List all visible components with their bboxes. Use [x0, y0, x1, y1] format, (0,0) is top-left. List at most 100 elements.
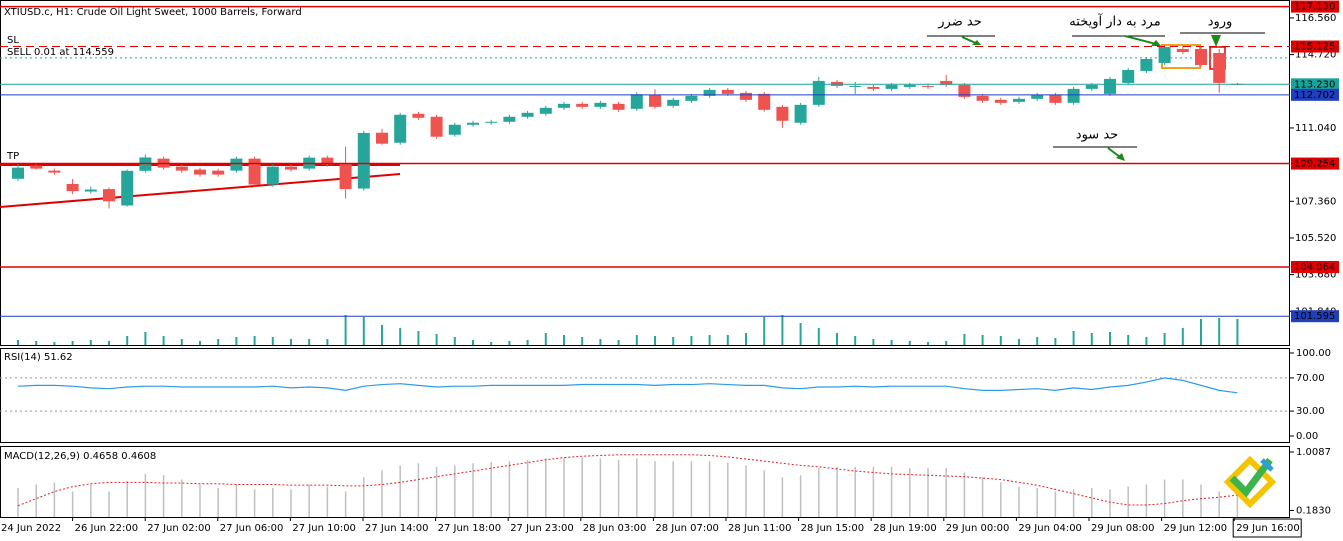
- x-tick-label: 28 Jun 11:00: [728, 523, 792, 534]
- candle-body: [885, 84, 898, 89]
- candle-body: [376, 132, 388, 144]
- x-tick-label: 29 Jun 16:00: [1236, 523, 1300, 534]
- arrow-head: [1116, 153, 1125, 161]
- candle-body: [649, 94, 661, 107]
- main-layer: [0, 44, 1290, 345]
- annotation: مرد به دار آویخته: [1069, 13, 1160, 30]
- rsi-layer: [0, 377, 1290, 412]
- candle-body: [48, 170, 61, 173]
- annotation: حد سود: [1076, 128, 1118, 143]
- candle-body: [1176, 49, 1189, 53]
- rsi-panel: [0, 348, 1290, 443]
- candle-body: [66, 183, 79, 192]
- candle-body: [758, 93, 771, 110]
- candle-body: [448, 124, 461, 135]
- candle-body: [576, 103, 589, 107]
- candle-body: [922, 85, 934, 87]
- x-tick-label: 27 Jun 06:00: [220, 523, 284, 534]
- level-label-box: [1291, 157, 1339, 170]
- x-label-box: [1232, 518, 1302, 538]
- logo: [1223, 455, 1277, 509]
- x-tick-label: 26 Jun 22:00: [75, 523, 139, 534]
- candle-body: [84, 189, 97, 192]
- candle-body: [175, 166, 188, 171]
- candle-body: [1158, 47, 1171, 63]
- annotation-arrow: [1124, 35, 1157, 45]
- x-tick-label: 29 Jun 04:00: [1018, 523, 1082, 534]
- annotation: ورود: [1208, 15, 1233, 30]
- candle-body: [503, 116, 516, 122]
- y-tick-label: 105.520: [1295, 233, 1336, 244]
- candle-body: [558, 103, 570, 108]
- level-label-box: [1291, 40, 1339, 53]
- level-label-box: [1291, 78, 1339, 91]
- candle-body: [285, 166, 297, 170]
- candle-body: [248, 158, 261, 185]
- level-label: 112.702: [1294, 90, 1335, 101]
- candle-body: [1013, 98, 1025, 102]
- candle-body: [357, 132, 370, 189]
- candle-body: [667, 99, 680, 106]
- macd-panel: [0, 446, 1290, 518]
- trend-line: [0, 173, 401, 208]
- candle-body: [849, 85, 862, 87]
- level-label: 104.064: [1294, 262, 1335, 273]
- candle-body: [1122, 69, 1135, 83]
- x-tick-label: 29 Jun 00:00: [946, 523, 1010, 534]
- candle-body: [867, 86, 880, 89]
- candle-body: [412, 113, 425, 118]
- arrow-head: [1151, 40, 1161, 46]
- level-label-box: [1291, 310, 1339, 323]
- y-tick-label: 100.00: [1296, 348, 1331, 359]
- candle-body: [467, 122, 479, 125]
- candle-body: [121, 170, 134, 206]
- candle-body: [594, 102, 607, 107]
- arrow-head: [1211, 35, 1221, 47]
- annotations: حد ضرر مرد به دار آویخته ورود حد سود: [927, 13, 1265, 161]
- candle-body: [794, 104, 807, 123]
- level-label-box: [1291, 0, 1339, 13]
- y-tick-label: 116.560: [1295, 13, 1336, 24]
- candle-body: [30, 165, 43, 169]
- macd-layer: [17, 454, 1239, 517]
- sell-label: SELL 0.01 at 114.559: [7, 47, 114, 58]
- candle-body: [266, 166, 279, 185]
- candle-body: [485, 121, 498, 123]
- candle-body: [321, 157, 334, 165]
- y-tick-label: 107.360: [1295, 196, 1336, 207]
- candle-body: [994, 99, 1007, 103]
- candle-body: [394, 114, 407, 143]
- x-tick-label: 29 Jun 08:00: [1091, 523, 1155, 534]
- chart-header: XTIUSD.c, H1: Crude Oil Light Sweet, 100…: [4, 7, 302, 18]
- candle-body: [430, 116, 443, 137]
- candle-body: [539, 107, 552, 114]
- candle-body: [1067, 88, 1080, 103]
- logo-check: [1229, 457, 1273, 498]
- y-tick-label: 1.0087: [1296, 447, 1331, 458]
- x-tick-label: 24 Jun 2022: [1, 523, 61, 534]
- candle-body: [212, 170, 225, 175]
- signal-line: [17, 454, 1238, 507]
- x-tick-label: 28 Jun 19:00: [873, 523, 937, 534]
- x-tick-label: 29 Jun 12:00: [1164, 523, 1228, 534]
- candle-body: [339, 163, 352, 190]
- x-tick-label: 28 Jun 07:00: [655, 523, 719, 534]
- candle-body: [740, 92, 752, 100]
- candle-body: [976, 95, 989, 101]
- tp-label: TP: [6, 151, 19, 162]
- annotation: حد ضرر: [937, 15, 981, 30]
- y-tick-label: 114.720: [1295, 50, 1336, 61]
- macd-title: MACD(12,26,9) 0.4658 0.4608: [4, 451, 156, 462]
- level-label: 113.230: [1294, 79, 1335, 90]
- y-tick-label: 0.00: [1296, 431, 1318, 442]
- y-tick-label: 30.00: [1296, 406, 1325, 417]
- candle-body: [703, 89, 716, 96]
- x-tick-label: 27 Jun 18:00: [438, 523, 502, 534]
- x-tick-label: 27 Jun 23:00: [510, 523, 574, 534]
- candle-body: [776, 106, 789, 121]
- candle-body: [521, 112, 534, 117]
- candle-body: [958, 84, 971, 97]
- y-tick-label: 111.040: [1295, 123, 1336, 134]
